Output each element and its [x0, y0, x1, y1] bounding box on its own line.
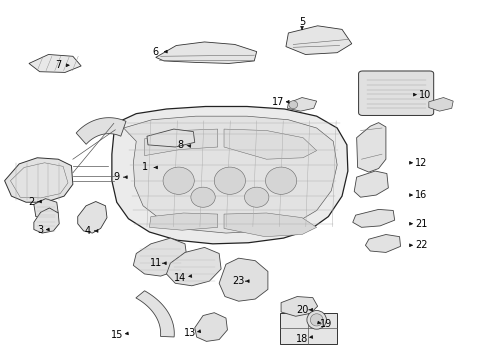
Polygon shape — [29, 54, 81, 72]
Polygon shape — [428, 98, 452, 111]
Text: 11: 11 — [149, 258, 162, 268]
Polygon shape — [34, 208, 59, 233]
Text: 2: 2 — [28, 197, 34, 207]
Polygon shape — [147, 129, 194, 147]
Ellipse shape — [190, 187, 215, 207]
Polygon shape — [149, 213, 217, 230]
Text: 16: 16 — [414, 190, 426, 200]
Text: 6: 6 — [152, 46, 159, 57]
Polygon shape — [166, 247, 221, 286]
Ellipse shape — [288, 101, 297, 109]
FancyBboxPatch shape — [358, 71, 433, 116]
Text: 4: 4 — [84, 226, 90, 236]
Text: 5: 5 — [298, 17, 305, 27]
Polygon shape — [281, 297, 317, 316]
Text: 7: 7 — [55, 60, 61, 70]
Text: 21: 21 — [414, 219, 427, 229]
Polygon shape — [156, 42, 256, 63]
Ellipse shape — [306, 311, 326, 329]
Polygon shape — [78, 202, 107, 233]
Text: 8: 8 — [177, 140, 183, 150]
Polygon shape — [34, 199, 58, 219]
Polygon shape — [133, 238, 186, 276]
Polygon shape — [112, 107, 347, 244]
Polygon shape — [4, 158, 73, 202]
Polygon shape — [352, 210, 394, 227]
Text: 10: 10 — [418, 90, 430, 100]
Text: 23: 23 — [232, 276, 244, 286]
Polygon shape — [76, 118, 126, 144]
Polygon shape — [356, 123, 385, 172]
Polygon shape — [224, 129, 316, 159]
Polygon shape — [219, 258, 267, 301]
Polygon shape — [136, 291, 174, 337]
Polygon shape — [353, 171, 387, 197]
Text: 3: 3 — [38, 225, 43, 235]
Text: 17: 17 — [271, 97, 283, 107]
Polygon shape — [224, 213, 316, 237]
Text: 9: 9 — [113, 172, 120, 182]
Ellipse shape — [310, 314, 323, 326]
Polygon shape — [287, 98, 316, 111]
Ellipse shape — [214, 167, 245, 194]
Ellipse shape — [244, 187, 268, 207]
Ellipse shape — [265, 167, 296, 194]
Text: 22: 22 — [414, 240, 427, 250]
Polygon shape — [144, 129, 217, 156]
Text: 13: 13 — [183, 328, 196, 338]
Polygon shape — [194, 313, 227, 341]
FancyBboxPatch shape — [279, 313, 336, 344]
Text: 19: 19 — [320, 319, 332, 329]
Polygon shape — [365, 234, 400, 252]
Text: 14: 14 — [174, 273, 186, 283]
Text: 15: 15 — [110, 330, 122, 340]
Polygon shape — [123, 116, 336, 233]
Ellipse shape — [163, 167, 194, 194]
Text: 12: 12 — [414, 158, 427, 168]
Text: 18: 18 — [295, 333, 307, 343]
Text: 1: 1 — [141, 162, 147, 172]
Polygon shape — [285, 26, 351, 54]
Text: 20: 20 — [295, 305, 307, 315]
